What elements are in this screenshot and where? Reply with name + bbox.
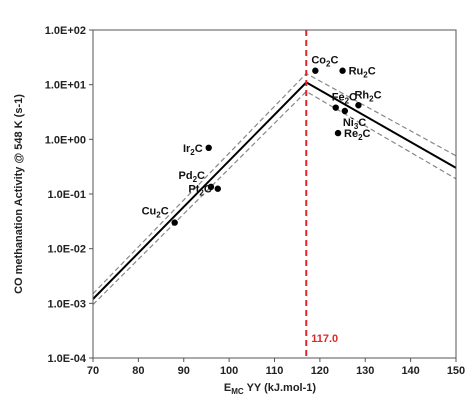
x-tick-label: 100: [220, 365, 238, 377]
label-re2c: Re2C: [344, 128, 371, 142]
x-axis-title: EMC YY (kJ.mol-1): [224, 382, 316, 396]
label-ni3c: Ni3C: [343, 117, 366, 131]
label-rh2c: Rh2C: [354, 89, 381, 103]
x-tick-label: 130: [356, 365, 374, 377]
point-fe2c: [332, 104, 339, 111]
point-ru2c: [339, 67, 346, 74]
x-tick-label: 80: [132, 365, 144, 377]
label-fe2c: Fe2C: [332, 92, 357, 106]
y-tick-label: 1.0E+02: [45, 25, 86, 37]
data-points: [171, 67, 362, 226]
point-pd2c: [207, 183, 215, 191]
label-ru2c: Ru2C: [349, 66, 376, 80]
x-tick-label: 70: [87, 365, 99, 377]
x-axis-title-sub: MC: [231, 387, 244, 396]
point-cu2c: [171, 219, 178, 226]
point-re2c: [334, 129, 342, 137]
x-tick-label: 150: [447, 365, 465, 377]
y-tick-label: 1.0E-01: [47, 189, 86, 201]
point-rh2c: [355, 102, 362, 109]
point-ir2c: [205, 144, 212, 152]
y-tick-label: 1.0E+01: [45, 80, 86, 92]
y-tick-label: 1.0E-04: [47, 353, 86, 365]
label-ir2c: Ir2C: [183, 143, 203, 157]
y-axis-title: CO methanation Activity @ 548 K (s-1): [13, 94, 25, 294]
label-pd2c: Pd2C: [179, 170, 206, 184]
label-pt2c: Pt2C: [188, 184, 211, 198]
y-tick-label: 1.0E-02: [47, 244, 86, 256]
label-cu2c: Cu2C: [142, 206, 169, 220]
y-tick-label: 1.0E+00: [45, 134, 86, 146]
vertical-marker-label: 117.0: [311, 333, 338, 345]
point-co2c: [312, 67, 319, 74]
y-tick-label: 1.0E-03: [47, 298, 86, 310]
x-tick-label: 120: [311, 365, 329, 377]
x-axis-title-main: E: [224, 382, 231, 394]
x-axis-ticks: 70 80 90 100 110 120 130 140 150: [87, 358, 465, 377]
bound-line-2: [92, 90, 457, 306]
x-axis-title-rest: YY (kJ.mol-1): [244, 382, 317, 394]
x-tick-label: 110: [266, 365, 284, 377]
x-tick-label: 90: [178, 365, 190, 377]
point-pt2c: [214, 185, 221, 192]
label-co2c: Co2C: [311, 55, 338, 69]
plot-background: [93, 30, 456, 358]
y-axis-ticks: 1.0E-04 1.0E-03 1.0E-02 1.0E-01 1.0E+00 1.0E+…: [45, 25, 93, 365]
point-ni3c: [341, 107, 349, 115]
x-tick-label: 140: [401, 365, 419, 377]
